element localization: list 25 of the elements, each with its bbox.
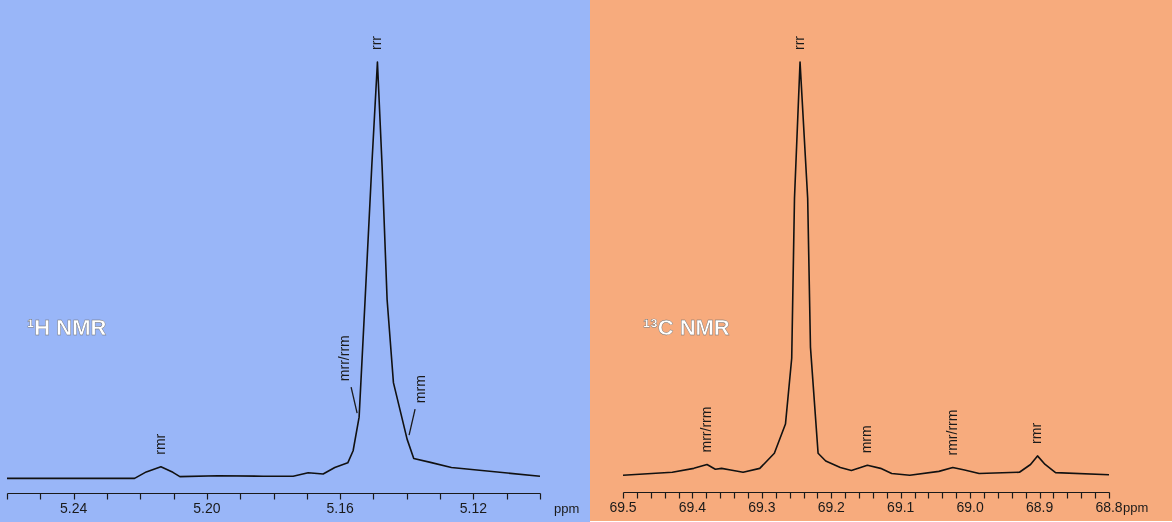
annotation: rrr bbox=[368, 35, 385, 50]
text: ¹³C NMR bbox=[643, 315, 730, 340]
annotation: mrr/rrm bbox=[698, 406, 715, 453]
x-tick-label: 68.9 bbox=[1025, 499, 1054, 515]
annotation: mrm bbox=[412, 375, 429, 404]
annotation: mrr/rrm bbox=[336, 335, 353, 382]
x-tick-label: 69.4 bbox=[678, 499, 707, 515]
x-axis-title: ppm bbox=[554, 501, 580, 516]
annotation: rmr bbox=[1028, 422, 1045, 444]
text: ¹H NMR bbox=[27, 315, 107, 340]
x-tick-label: 5.12 bbox=[459, 500, 488, 516]
x-tick-label: 5.20 bbox=[193, 500, 221, 516]
x-tick-label: 69.0 bbox=[956, 499, 984, 515]
annotation: mrm bbox=[858, 425, 875, 454]
x-tick-label: 5.24 bbox=[60, 500, 88, 516]
annotation: rrr bbox=[791, 35, 808, 50]
annotation: rmr/rrm bbox=[943, 409, 960, 456]
annotation: rmr bbox=[151, 433, 168, 455]
x-tick-label: 69.2 bbox=[817, 499, 846, 515]
x-tick-label: 5.16 bbox=[326, 500, 354, 516]
x-tick-label: 69.3 bbox=[748, 499, 776, 515]
x-axis-title: ppm bbox=[1123, 500, 1149, 515]
x-tick-label: 69.5 bbox=[609, 499, 637, 515]
x-tick-label: 69.1 bbox=[887, 499, 915, 515]
x-tick-label: 68.8 bbox=[1095, 499, 1123, 515]
